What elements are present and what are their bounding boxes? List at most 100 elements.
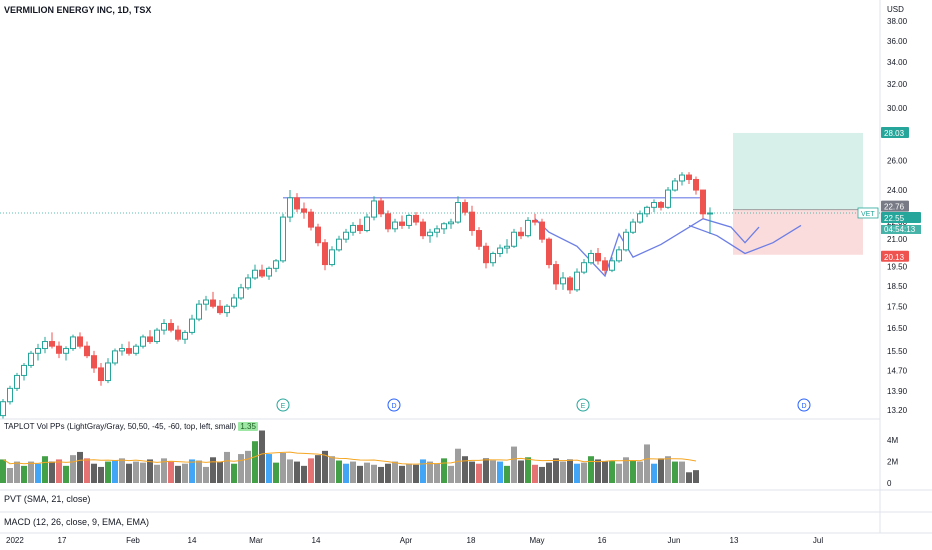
volume-bar [259,430,265,483]
volume-bar [119,458,125,483]
volume-bar [252,441,258,483]
candle-body [427,231,433,237]
candle-body [14,374,20,389]
candle-body [483,245,489,264]
volume-bar [28,461,34,483]
price-tick-label: 19.50 [887,262,908,271]
stop-zone [733,209,863,255]
volume-bar [588,456,594,483]
volume-bar [679,461,685,483]
candle-body [392,221,398,230]
volume-bar [602,461,608,483]
candle-body [651,202,657,208]
symbol-badge: VET [861,211,875,218]
candle-body [707,212,713,215]
candle-body [42,341,48,350]
time-tick-label: May [529,536,544,545]
candle-body [308,211,314,228]
volume-bar [35,463,41,483]
candle-body [511,231,517,247]
volume-bar [420,459,426,483]
volume-bar [112,460,118,483]
volume-bar [504,465,510,483]
candle-body [203,299,209,305]
volume-bar [203,466,209,483]
time-tick-label: 13 [730,536,739,545]
volume-bar [301,465,307,483]
candle-body [525,219,531,237]
candle-body [434,228,440,233]
candle-body [70,336,76,350]
event-marker-label: D [801,403,806,410]
candle-body [371,200,377,218]
volume-bar [343,463,349,483]
candle-body [224,305,230,314]
taplot-value: 1.35 [238,422,258,431]
candle-body [105,362,111,382]
candle-body [91,355,97,369]
candle-body [686,174,692,180]
currency-label: USD [887,5,904,14]
volume-bar [693,470,699,483]
volume-bar [616,463,622,483]
candle-body [21,364,27,376]
candle-body [238,287,244,299]
volume-bar [105,461,111,483]
price-tick-label: 17.50 [887,302,908,311]
volume-tick-label: 4M [887,436,898,445]
time-tick-label: 14 [312,536,321,545]
price-tick-label: 24.00 [887,186,908,195]
candle-body [560,277,566,285]
time-tick-label: Apr [400,536,413,545]
candle-body [343,231,349,240]
candle-body [126,348,132,354]
volume-bar [182,463,188,483]
candle-body [567,277,573,291]
candle-body [273,260,279,269]
volume-bar [406,463,412,483]
candle-body [413,214,419,223]
volume-bar [280,453,286,483]
candle-body [56,345,62,354]
candle-body [588,252,594,264]
candle-body [28,352,34,366]
candle-body [7,387,13,403]
candle-body [252,269,258,279]
candle-body [182,331,188,340]
candle-body [441,223,447,230]
candle-body [245,277,251,289]
volume-bar [672,461,678,483]
candle-body [490,252,496,264]
candle-body [77,336,83,347]
volume-bar [175,465,181,483]
event-marker-d [387,398,401,412]
candle-body [147,336,153,343]
volume-bar [490,460,496,483]
candle-body [329,249,335,266]
volume-bar [427,461,433,483]
candle-body [616,249,622,262]
volume-bar [637,461,643,483]
candle-body [574,271,580,291]
volume-bar [7,468,13,483]
volume-bar [189,459,195,483]
candle-body [546,238,552,266]
volume-bar [469,461,475,483]
volume-bar [245,450,251,483]
volume-bar [644,444,650,483]
volume-bar [77,451,83,483]
volume-bar [357,465,363,483]
volume-bar [511,446,517,483]
candle-body [280,216,286,262]
candle-body [462,202,468,213]
time-tick-label: 17 [58,536,67,545]
event-marker-label: D [391,403,396,410]
pvt-label[interactable]: PVT (SMA, 21, close) [4,494,91,504]
symbol-badge-bg [857,207,879,219]
volume-tick-label: 0 [887,479,892,488]
volume-bar [287,459,293,483]
macd-label[interactable]: MACD (12, 26, close, 9, EMA, EMA) [4,517,150,527]
volume-bar [525,457,531,483]
candle-body [189,318,195,333]
